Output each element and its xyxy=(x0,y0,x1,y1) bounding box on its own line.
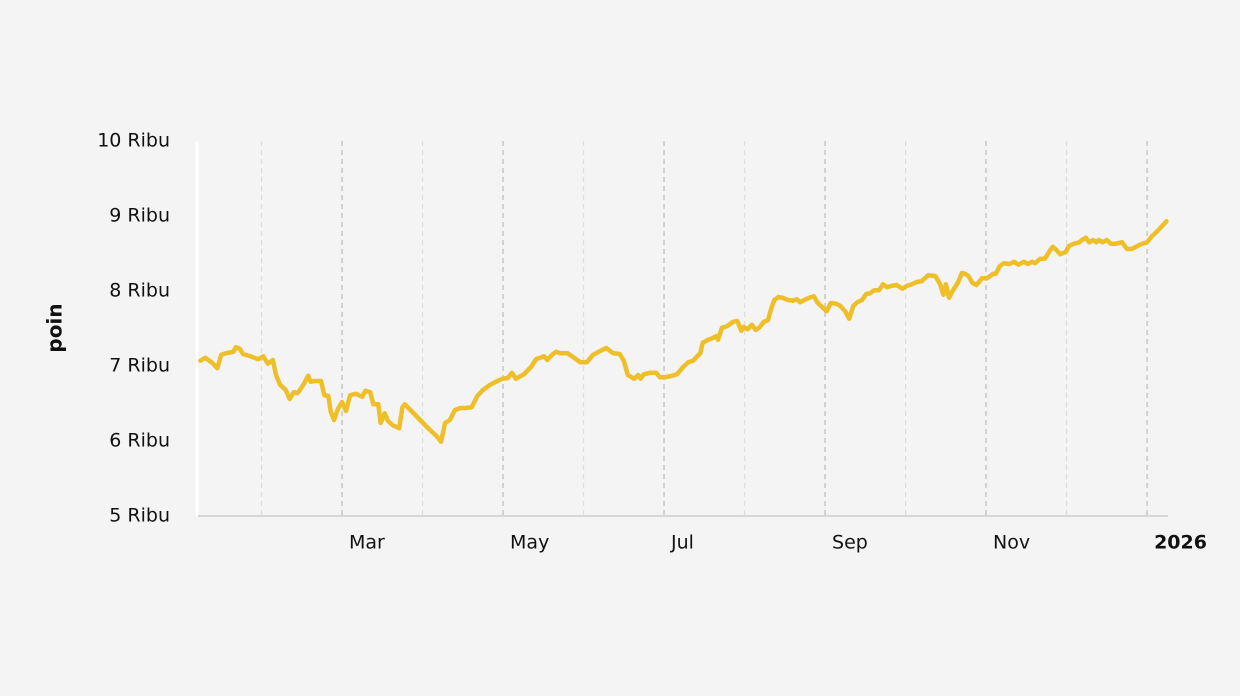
y-tick-label: 8 Ribu xyxy=(109,280,170,302)
x-tick-label: Sep xyxy=(832,532,868,554)
y-tick-label: 5 Ribu xyxy=(109,505,170,527)
x-tick-label: Mar xyxy=(349,532,385,554)
y-axis-label: poin xyxy=(43,303,67,352)
y-tick-label: 6 Ribu xyxy=(109,430,170,452)
data-line xyxy=(198,219,1169,444)
y-tick-label: 10 Ribu xyxy=(97,130,170,152)
y-tick-label: 7 Ribu xyxy=(109,355,170,377)
x-tick-label: Jul xyxy=(670,532,694,554)
x-tick-label: 2026 xyxy=(1154,532,1207,554)
x-tick-label: Nov xyxy=(993,532,1030,554)
y-tick-label: 9 Ribu xyxy=(109,205,170,227)
x-tick-label: May xyxy=(510,532,549,554)
